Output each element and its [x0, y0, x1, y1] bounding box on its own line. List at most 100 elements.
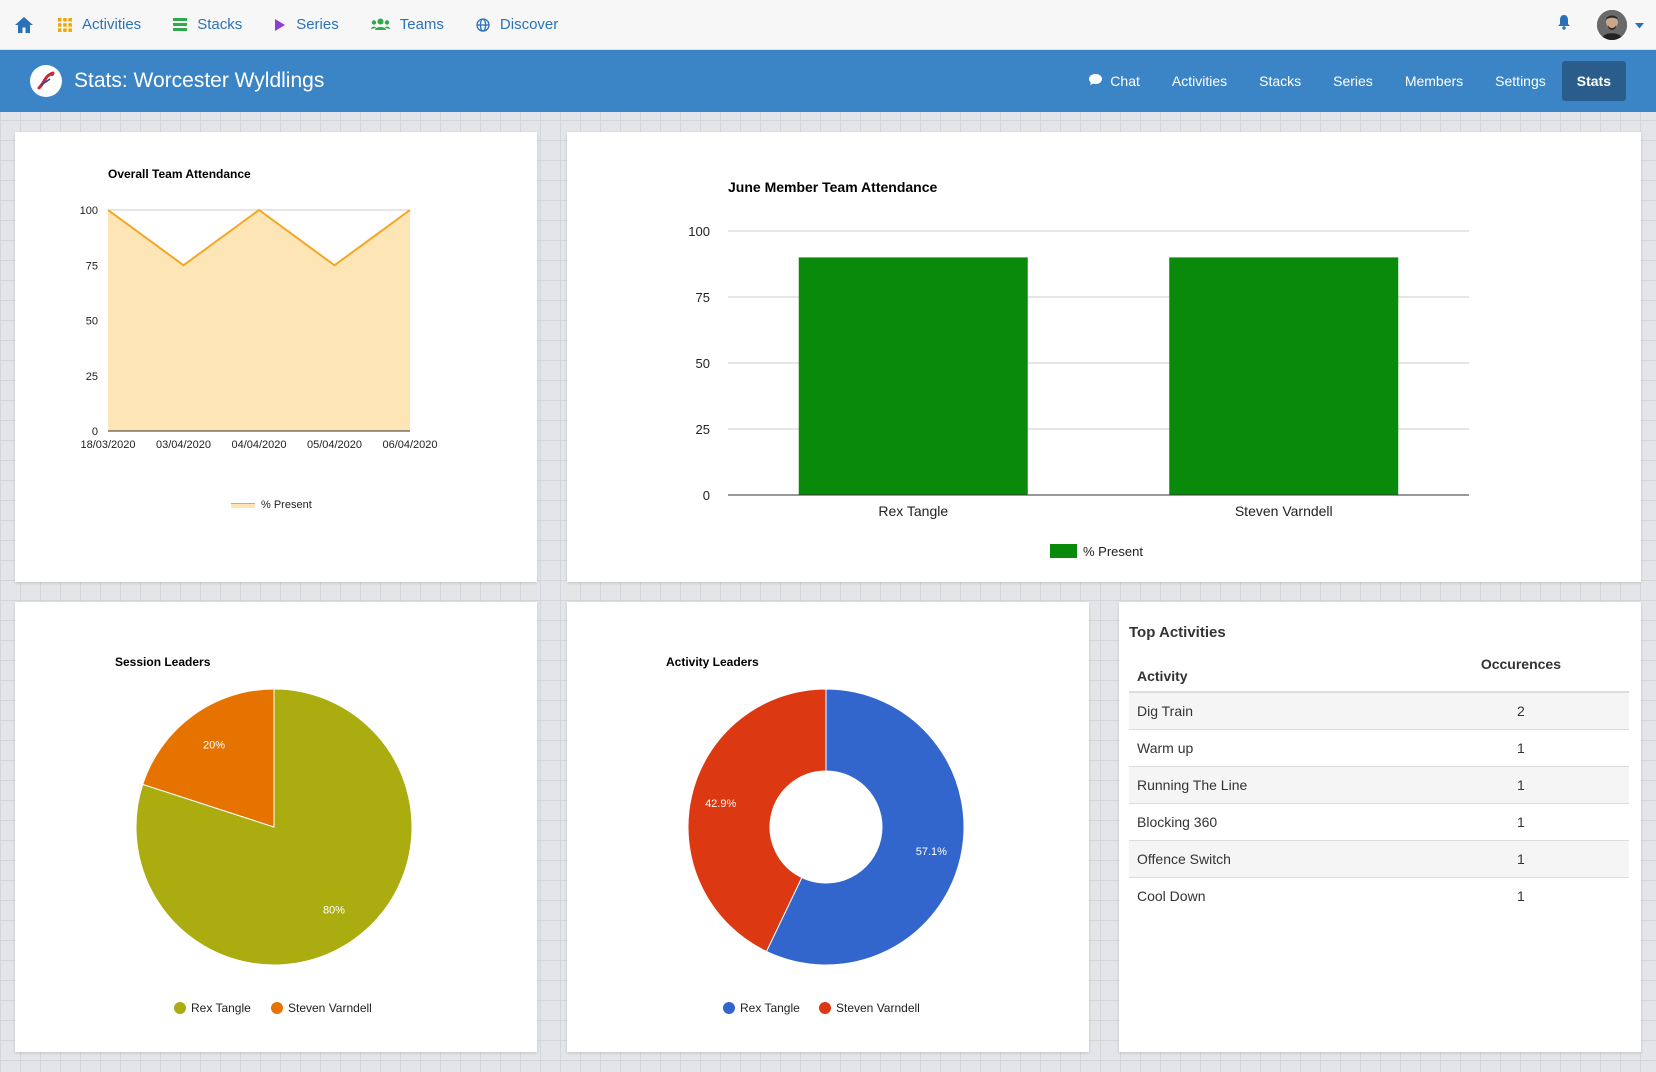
- nav-label: Teams: [399, 16, 444, 33]
- table-row: Cool Down 1: [1129, 876, 1629, 914]
- table-row: Running The Line 1: [1129, 765, 1629, 803]
- pie-slice: [687, 688, 827, 953]
- tab-label: Series: [1333, 73, 1373, 89]
- activity-count: 1: [1412, 839, 1629, 877]
- tab-label: Activities: [1171, 73, 1228, 89]
- y-tick-label: 25: [86, 371, 98, 383]
- column-header-activity: Activity: [1129, 646, 1413, 693]
- bar: [798, 257, 1028, 495]
- tab-label: Members: [1404, 73, 1464, 89]
- x-tick-label: 06/04/2020: [382, 439, 437, 451]
- slice-label: 42.9%: [705, 798, 736, 810]
- activity-count: 1: [1412, 765, 1629, 803]
- x-tick-label: Steven Varndell: [1235, 503, 1333, 519]
- tab-members[interactable]: Members: [1389, 61, 1479, 101]
- nav-activities[interactable]: Activities: [58, 16, 141, 33]
- nav-discover[interactable]: Discover: [476, 16, 558, 33]
- tab-series[interactable]: Series: [1317, 61, 1389, 101]
- tab-activities[interactable]: Activities: [1156, 61, 1243, 101]
- table-row: Warm up 1: [1129, 728, 1629, 766]
- activity-name: Warm up: [1129, 728, 1413, 766]
- activity-name: Running The Line: [1129, 765, 1413, 803]
- table-row: Offence Switch 1: [1129, 839, 1629, 877]
- nav-teams[interactable]: Teams: [370, 16, 444, 33]
- bell-icon[interactable]: [1557, 14, 1571, 35]
- legend-swatch: [723, 1002, 735, 1014]
- slice-label: 80%: [323, 905, 345, 917]
- session-leaders-card: Session Leaders 80% 20% Rex Tangle Steven Va…: [15, 602, 537, 1052]
- legend-label: Steven Varndell: [288, 1001, 372, 1015]
- activity-name: Blocking 360: [1129, 802, 1413, 840]
- activity-name: Cool Down: [1129, 876, 1413, 914]
- column-header-occurences: Occurences: [1412, 646, 1629, 693]
- tab-label: Settings: [1495, 73, 1546, 89]
- tab-stacks[interactable]: Stacks: [1243, 61, 1317, 101]
- play-icon: [274, 18, 286, 32]
- tab-stats[interactable]: Stats: [1561, 61, 1626, 101]
- activity-leaders-chart: Activity Leaders 57.1% 42.9% Rex Tangle Stev…: [666, 655, 965, 1015]
- legend-swatch: [1050, 544, 1077, 558]
- top-activities-card: Top Activities Activity Occurences Dig T…: [1119, 602, 1641, 1052]
- home-icon[interactable]: [12, 13, 36, 37]
- nav-label: Series: [296, 16, 339, 33]
- y-tick-label: 100: [688, 224, 710, 239]
- nav-label: Stacks: [197, 16, 243, 33]
- top-navbar: Activities Stacks Series Teams Discover: [0, 0, 1656, 50]
- slice-label: 20%: [203, 739, 225, 751]
- session-leaders-chart: Session Leaders 80% 20% Rex Tangle Steven Va…: [115, 655, 413, 1015]
- legend-label: % Present: [261, 499, 312, 511]
- team-subnav: Chat Activities Stacks Series Members Se…: [1072, 61, 1626, 101]
- users-icon: [370, 18, 390, 31]
- activity-name: Offence Switch: [1129, 839, 1413, 877]
- legend-label: Steven Varndell: [836, 1001, 920, 1015]
- tab-label: Stats: [1576, 73, 1611, 89]
- nav-label: Discover: [499, 16, 559, 33]
- chat-icon: [1088, 73, 1103, 89]
- legend-swatch: [819, 1002, 831, 1014]
- legend-label: Rex Tangle: [740, 1001, 800, 1015]
- x-tick-label: 18/03/2020: [80, 439, 135, 451]
- top-activities-table: Activity Occurences Dig Train 2 Warm up 1 Ru…: [1129, 646, 1629, 914]
- legend-swatch-fill: [231, 504, 255, 508]
- overall-attendance-card: Overall Team Attendance 0 25 50 75 100 18/03/2…: [15, 132, 537, 582]
- team-logo: [30, 65, 62, 97]
- top-activities-title: Top Activities: [1129, 624, 1226, 641]
- user-area: [1557, 9, 1656, 40]
- legend-label: % Present: [1083, 544, 1143, 559]
- activity-count: 1: [1412, 728, 1629, 766]
- activity-count: 1: [1412, 802, 1629, 840]
- y-tick-label: 0: [703, 488, 710, 503]
- pie-slice: [142, 688, 275, 828]
- y-tick-label: 25: [696, 422, 710, 437]
- globe-icon: [476, 17, 490, 32]
- member-attendance-card: June Member Team Attendance 0 25 50 75 100 Rex…: [567, 132, 1641, 582]
- member-attendance-chart: June Member Team Attendance 0 25 50 75 100 Rex…: [688, 179, 1469, 559]
- chart-title: June Member Team Attendance: [728, 179, 937, 195]
- chart-title: Overall Team Attendance: [108, 167, 251, 181]
- chart-title: Activity Leaders: [666, 655, 759, 669]
- y-tick-label: 75: [696, 290, 710, 305]
- grid-icon: [58, 17, 72, 32]
- activity-name: Dig Train: [1129, 691, 1413, 729]
- x-tick-label: Rex Tangle: [878, 503, 948, 519]
- list-icon: [173, 18, 188, 31]
- tab-settings[interactable]: Settings: [1479, 61, 1562, 101]
- nav-series[interactable]: Series: [274, 16, 339, 33]
- x-tick-label: 05/04/2020: [307, 439, 362, 451]
- avatar[interactable]: [1597, 9, 1627, 40]
- table-header-row: Activity Occurences: [1129, 646, 1629, 693]
- activity-leaders-card: Activity Leaders 57.1% 42.9% Rex Tangle Stev…: [567, 602, 1089, 1052]
- nav-stacks[interactable]: Stacks: [173, 16, 242, 33]
- table-row: Dig Train 2: [1129, 691, 1629, 729]
- y-tick-label: 0: [92, 426, 98, 438]
- overall-attendance-chart: Overall Team Attendance 0 25 50 75 100 18/03/2…: [80, 167, 438, 511]
- nav-label: Activities: [82, 16, 142, 33]
- legend-label: Rex Tangle: [191, 1001, 251, 1015]
- pie-slice: [765, 688, 965, 966]
- table-row: Blocking 360 1: [1129, 802, 1629, 840]
- chevron-down-icon[interactable]: [1635, 16, 1644, 34]
- legend-swatch: [271, 1002, 283, 1014]
- activity-count: 1: [1412, 876, 1629, 914]
- tab-chat[interactable]: Chat: [1072, 61, 1156, 101]
- x-tick-label: 03/04/2020: [156, 439, 211, 451]
